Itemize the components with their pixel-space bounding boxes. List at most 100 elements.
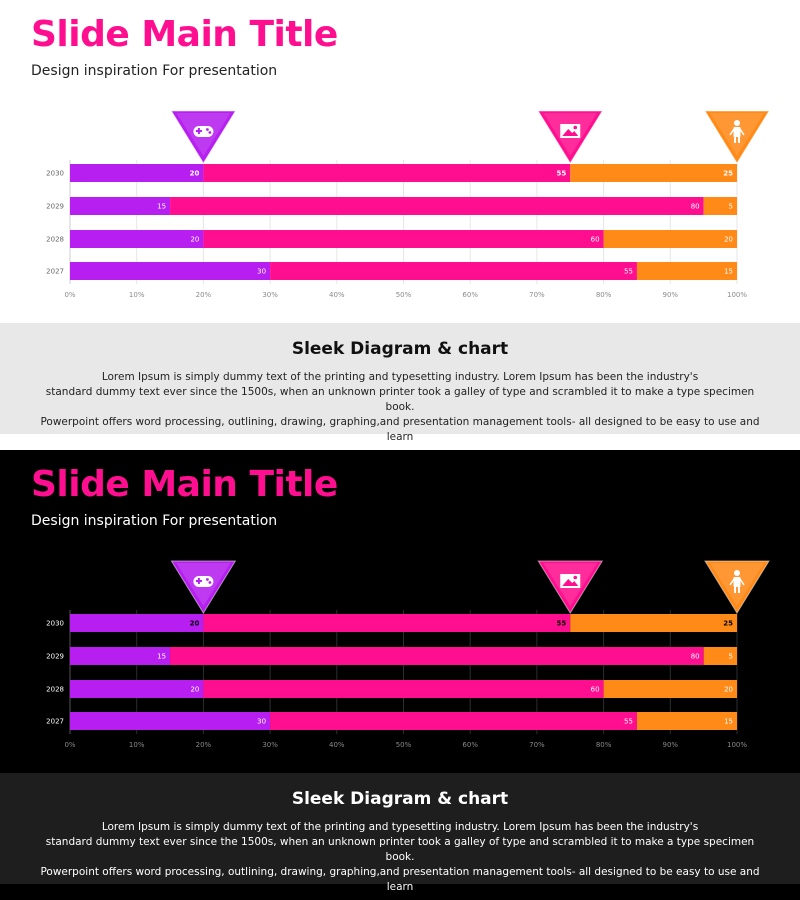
x-tick-label: 100% bbox=[727, 291, 747, 299]
slide-dark: Slide Main Title Design inspiration For … bbox=[0, 450, 800, 900]
bar-segment bbox=[203, 614, 571, 632]
category-label: 2028 bbox=[46, 236, 64, 244]
x-tick-label: 0% bbox=[64, 291, 75, 299]
data-label: 60 bbox=[591, 686, 600, 694]
data-label: 25 bbox=[723, 620, 733, 628]
footer-line: Lorem Ipsum is simply dummy text of the … bbox=[101, 821, 699, 833]
bar-segment bbox=[203, 680, 604, 698]
person-icon bbox=[729, 570, 745, 593]
bar-segment bbox=[703, 647, 737, 665]
marker bbox=[704, 560, 770, 614]
bar-segment bbox=[570, 164, 737, 182]
x-tick-label: 10% bbox=[129, 741, 145, 749]
bar-segment bbox=[203, 164, 571, 182]
bar-segment bbox=[636, 712, 737, 730]
x-tick-label: 20% bbox=[196, 741, 212, 749]
bar-segment bbox=[70, 230, 204, 248]
footer-line: Powerpoint offers word processing, outli… bbox=[40, 416, 760, 443]
marker bbox=[170, 110, 237, 164]
category-label: 2027 bbox=[46, 718, 64, 726]
bar-segment bbox=[570, 614, 737, 632]
x-tick-label: 60% bbox=[462, 291, 478, 299]
data-label: 15 bbox=[157, 653, 166, 661]
data-label: 20 bbox=[724, 236, 733, 244]
stacked-bar-chart: 0% 10% 20% 30% 40% 50% 60% 70% 80% 90% 100%2030 20 5… bbox=[46, 560, 770, 749]
category-label: 2030 bbox=[46, 620, 64, 628]
marker bbox=[170, 560, 237, 614]
data-label: 20 bbox=[190, 236, 199, 244]
x-tick-label: 30% bbox=[262, 291, 278, 299]
data-label: 20 bbox=[724, 686, 733, 694]
data-label: 25 bbox=[723, 170, 733, 178]
data-label: 55 bbox=[624, 268, 633, 276]
bar-segment bbox=[70, 262, 271, 280]
data-label: 20 bbox=[190, 686, 199, 694]
data-label: 5 bbox=[729, 203, 733, 211]
bar-segment bbox=[70, 614, 204, 632]
footer-line: Lorem Ipsum is simply dummy text of the … bbox=[101, 371, 699, 383]
x-tick-label: 90% bbox=[663, 291, 679, 299]
bar-segment bbox=[603, 680, 737, 698]
bar-segment bbox=[70, 164, 204, 182]
data-label: 20 bbox=[190, 620, 200, 628]
slide-title: Slide Main Title bbox=[31, 464, 338, 505]
bar-segment bbox=[70, 197, 171, 215]
data-label: 80 bbox=[691, 653, 700, 661]
marker bbox=[537, 110, 604, 164]
x-tick-label: 50% bbox=[396, 291, 412, 299]
data-label: 30 bbox=[257, 718, 266, 726]
data-label: 30 bbox=[257, 268, 266, 276]
category-label: 2030 bbox=[46, 170, 64, 178]
x-tick-label: 40% bbox=[329, 291, 345, 299]
gamepad-icon bbox=[193, 576, 214, 587]
bar-segment bbox=[70, 680, 204, 698]
marker bbox=[704, 110, 770, 164]
x-tick-label: 20% bbox=[196, 291, 212, 299]
stacked-bar-chart: 0% 10% 20% 30% 40% 50% 60% 70% 80% 90% 100%2030 20 5… bbox=[46, 110, 770, 299]
x-tick-label: 60% bbox=[462, 741, 478, 749]
data-label: 55 bbox=[557, 170, 567, 178]
footer-text: Lorem Ipsum is simply dummy text of the … bbox=[40, 370, 760, 445]
bar-segment bbox=[603, 230, 737, 248]
footer-title: Sleek Diagram & chart bbox=[291, 789, 509, 809]
x-tick-label: 10% bbox=[129, 291, 145, 299]
footer-title: Sleek Diagram & chart bbox=[291, 339, 509, 359]
x-tick-label: 80% bbox=[596, 741, 612, 749]
category-label: 2029 bbox=[46, 653, 64, 661]
data-label: 15 bbox=[724, 268, 733, 276]
x-tick-label: 70% bbox=[529, 741, 545, 749]
footer-panel: Sleek Diagram & chart Lorem Ipsum is sim… bbox=[0, 323, 800, 443]
footer-line: standard dummy text ever since the 1500s… bbox=[45, 836, 755, 863]
slide-subtitle: Design inspiration For presentation bbox=[31, 513, 278, 529]
bar-segment bbox=[203, 230, 604, 248]
data-label: 55 bbox=[624, 718, 633, 726]
data-label: 80 bbox=[691, 203, 700, 211]
x-tick-label: 0% bbox=[64, 741, 75, 749]
bar-segment bbox=[170, 197, 704, 215]
bar-segment bbox=[270, 712, 637, 730]
bar-segment bbox=[636, 262, 737, 280]
slide-subtitle: Design inspiration For presentation bbox=[31, 63, 278, 79]
marker bbox=[537, 560, 604, 614]
data-label: 5 bbox=[729, 653, 733, 661]
x-tick-label: 70% bbox=[529, 291, 545, 299]
data-label: 15 bbox=[157, 203, 166, 211]
footer-line: standard dummy text ever since the 1500s… bbox=[45, 386, 755, 413]
footer-panel: Sleek Diagram & chart Lorem Ipsum is sim… bbox=[0, 773, 800, 893]
bar-segment bbox=[703, 197, 737, 215]
data-label: 60 bbox=[591, 236, 600, 244]
bar-segment bbox=[270, 262, 637, 280]
x-tick-label: 90% bbox=[663, 741, 679, 749]
category-label: 2027 bbox=[46, 268, 64, 276]
x-tick-label: 80% bbox=[596, 291, 612, 299]
image-icon bbox=[560, 124, 581, 138]
category-label: 2029 bbox=[46, 203, 64, 211]
data-label: 55 bbox=[557, 620, 567, 628]
footer-text: Lorem Ipsum is simply dummy text of the … bbox=[40, 820, 760, 895]
bar-segment bbox=[70, 647, 171, 665]
bar-segment bbox=[70, 712, 271, 730]
x-tick-label: 30% bbox=[262, 741, 278, 749]
x-tick-label: 40% bbox=[329, 741, 345, 749]
image-icon bbox=[560, 574, 581, 588]
slide-title: Slide Main Title bbox=[31, 14, 338, 55]
